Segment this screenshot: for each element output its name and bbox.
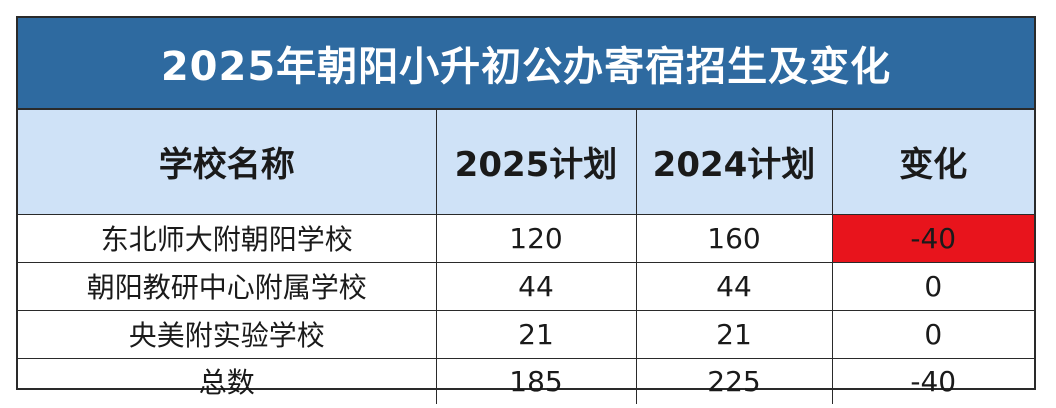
header-plan-2025: 2025计划	[435, 110, 637, 215]
table-title: 2025年朝阳小升初公办寄宿招生及变化	[18, 18, 1034, 110]
cell-school: 央美附实验学校	[18, 309, 437, 359]
cell-plan-2024: 44	[635, 261, 833, 311]
cell-change: -40	[831, 213, 1034, 263]
total-row: 总数 185 225 -40	[18, 357, 1034, 404]
header-plan-2024: 2024计划	[635, 110, 833, 215]
cell-change: 0	[831, 261, 1034, 311]
table-frame: 2025年朝阳小升初公办寄宿招生及变化 学校名称 2025计划 2024计划 变…	[16, 16, 1036, 404]
cell-total-2024: 225	[635, 357, 833, 404]
cell-plan-2025: 120	[435, 213, 637, 263]
cell-total-label: 总数	[18, 357, 437, 404]
cell-plan-2025: 21	[435, 309, 637, 359]
cell-total-change: -40	[831, 357, 1034, 404]
cell-school: 朝阳教研中心附属学校	[18, 261, 437, 311]
table-row: 朝阳教研中心附属学校 44 44 0	[18, 261, 1034, 311]
header-school-name: 学校名称	[18, 110, 437, 215]
header-row: 学校名称 2025计划 2024计划 变化	[18, 110, 1034, 215]
table-row: 东北师大附朝阳学校 120 160 -40	[18, 213, 1034, 263]
cell-school: 东北师大附朝阳学校	[18, 213, 437, 263]
cell-total-2025: 185	[435, 357, 637, 404]
header-change: 变化	[831, 110, 1034, 215]
cell-plan-2024: 21	[635, 309, 833, 359]
cell-plan-2025: 44	[435, 261, 637, 311]
table-row: 央美附实验学校 21 21 0	[18, 309, 1034, 359]
cell-plan-2024: 160	[635, 213, 833, 263]
enrollment-table: 学校名称 2025计划 2024计划 变化 东北师大附朝阳学校 120 160 …	[18, 110, 1034, 404]
cell-change: 0	[831, 309, 1034, 359]
